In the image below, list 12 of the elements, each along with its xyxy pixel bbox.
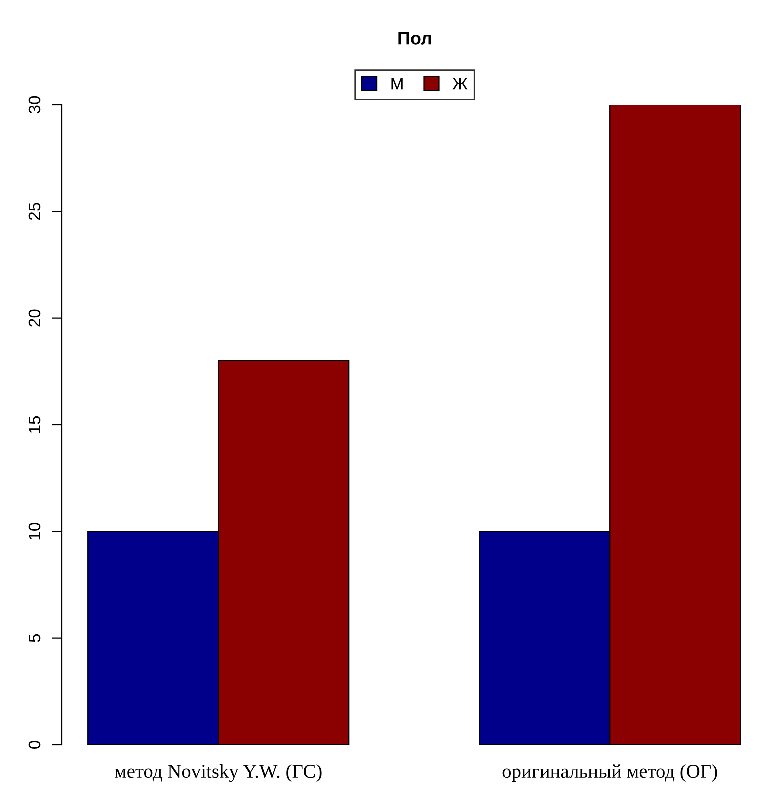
y-tick-label: 30 bbox=[28, 96, 41, 114]
legend-label: Ж bbox=[452, 78, 468, 90]
y-tick-label: 25 bbox=[28, 203, 41, 220]
y-tick-label: 5 bbox=[29, 634, 41, 642]
x-tick-label: оригинальный метод (ОГ) bbox=[502, 764, 718, 782]
y-tick-label: 10 bbox=[28, 523, 41, 540]
y-tick-label: 0 bbox=[28, 741, 41, 749]
y-tick-label: 20 bbox=[28, 310, 41, 327]
legend-title: Пол bbox=[398, 32, 432, 45]
y-tick-label: 15 bbox=[29, 416, 41, 433]
legend-label: М bbox=[392, 78, 403, 90]
x-tick-label: метод Novitsky Y.W. (ГС) bbox=[114, 764, 322, 782]
